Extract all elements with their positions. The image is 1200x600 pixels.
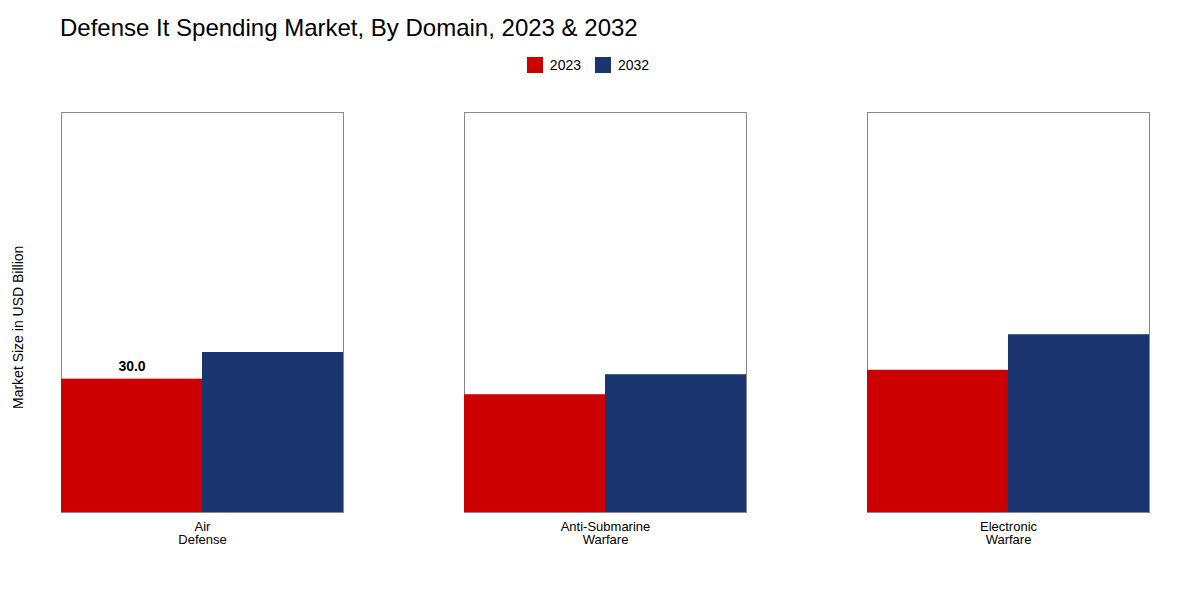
svg-text:30.0: 30.0 bbox=[118, 358, 145, 374]
html-text:Market Size in USD Billion: Market Size in USD Billion bbox=[10, 245, 26, 409]
svg-text:Anti-SubmarineWarfare: Anti-SubmarineWarfare bbox=[561, 519, 651, 547]
svg-text:ElectronicWarfare: ElectronicWarfare bbox=[980, 519, 1038, 547]
html-text:2023: 2023 bbox=[549, 56, 581, 73]
html-text:Defense It Spending Market, By: Defense It Spending Market, By Domain, 2… bbox=[60, 14, 638, 41]
svg-text:AirDefense: AirDefense bbox=[178, 519, 226, 547]
html-text:2032: 2032 bbox=[618, 56, 650, 73]
